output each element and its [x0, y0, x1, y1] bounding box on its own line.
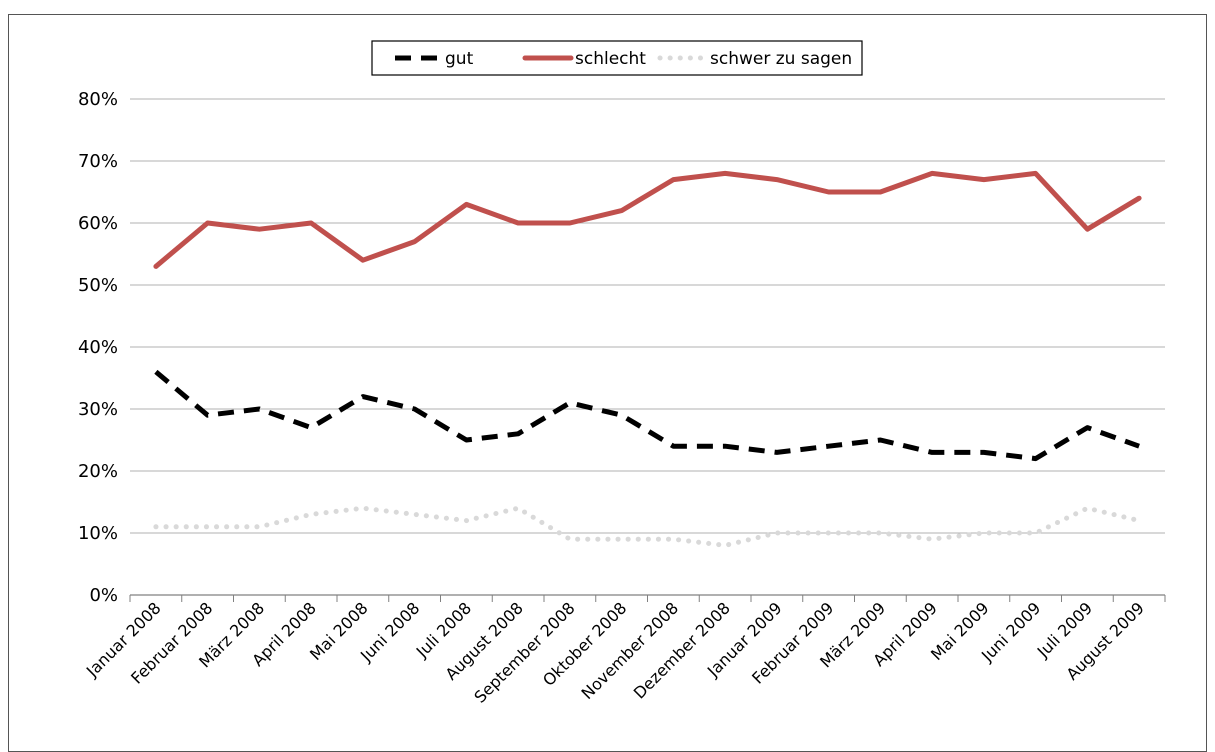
y-tick-label: 80% [78, 89, 118, 110]
legend: gut schlecht schwer zu sagen [371, 40, 863, 76]
y-tick-label: 20% [78, 461, 118, 482]
chart-frame [8, 14, 1207, 752]
y-tick-label: 30% [78, 399, 118, 420]
legend-label: gut [445, 49, 474, 69]
series-line-schlecht [153, 170, 1142, 269]
x-tick-label: November 2008 [578, 598, 683, 703]
series-line-schwer-zu-sagen [153, 505, 1142, 548]
y-tick-label: 40% [78, 337, 118, 358]
x-axis [129, 594, 1166, 602]
y-axis-ticks: 0% 10% 20% 30% 40% 50% 60% 70% 80% [78, 89, 118, 606]
legend-box [371, 40, 863, 76]
y-tick-label: 60% [78, 213, 118, 234]
y-tick-label: 10% [78, 523, 118, 544]
y-tick-label: 50% [78, 275, 118, 296]
series-line-gut [154, 369, 1140, 462]
y-tick-label: 70% [78, 151, 118, 172]
legend-label: schlecht [575, 49, 646, 69]
x-tick-label: Dezember 2008 [630, 598, 734, 702]
y-tick-label: 0% [89, 585, 118, 606]
legend-label: schwer zu sagen [710, 49, 852, 69]
gridlines [130, 98, 1165, 534]
series-lines [153, 170, 1142, 548]
